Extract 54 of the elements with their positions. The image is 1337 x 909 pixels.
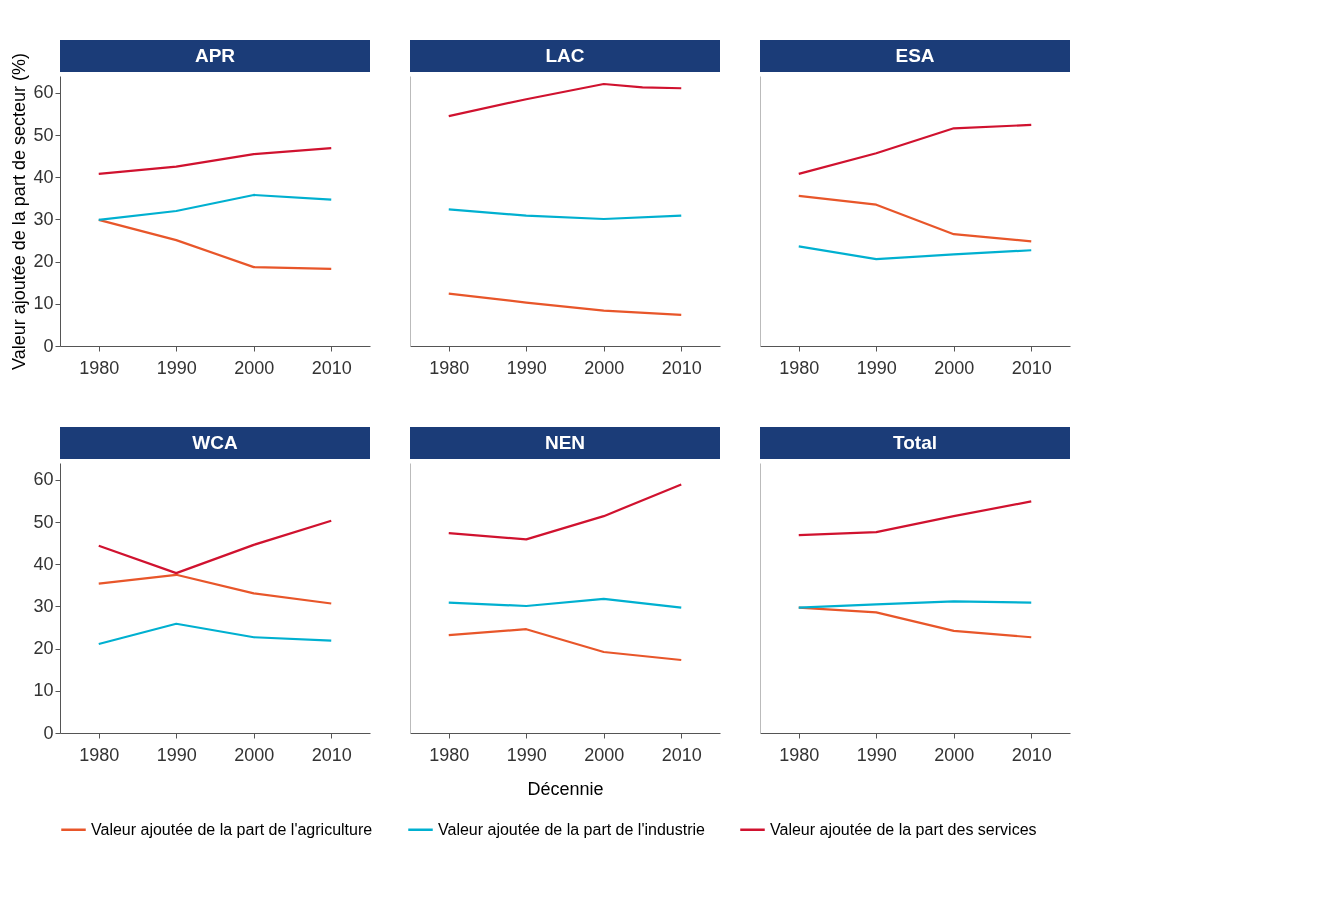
y-tick-label: 10	[33, 680, 54, 701]
y-tick-label: 40	[33, 553, 54, 574]
x-tick-label: 1990	[856, 357, 897, 378]
line-series	[97, 193, 333, 221]
x-tick-label: 1980	[779, 357, 820, 378]
chart-title: NEN	[544, 432, 586, 453]
line-series	[97, 147, 333, 175]
y-tick-label: 0	[43, 335, 54, 356]
x-tick-label: 1990	[506, 357, 547, 378]
chart-title: Total	[893, 432, 937, 453]
chart-title: WCA	[192, 432, 238, 453]
legend-label: Valeur ajoutée de la part de l'industrie	[438, 820, 706, 838]
legend-label: Valeur ajoutée de la part des services	[770, 820, 1037, 838]
y-tick-label: 0	[43, 722, 54, 743]
y-tick-label: 50	[33, 124, 54, 145]
x-tick-label: 1990	[856, 744, 897, 765]
legend-label: Valeur ajoutée de la part de l'agriculture	[91, 820, 373, 838]
x-tick-label: 2010	[1011, 357, 1052, 378]
x-tick-label: 2010	[661, 744, 702, 765]
x-tick-label: 2010	[1011, 744, 1052, 765]
y-tick-label: 40	[33, 166, 54, 187]
line-series	[97, 519, 333, 575]
x-tick-label: 1980	[429, 357, 470, 378]
x-tick-label: 2000	[934, 744, 975, 765]
x-tick-label: 1980	[429, 744, 470, 765]
x-tick-label: 1990	[156, 744, 197, 765]
x-tick-label: 2000	[934, 357, 975, 378]
x-tick-label: 2000	[234, 357, 275, 378]
y-tick-label: 20	[33, 638, 54, 659]
x-tick-label: 2000	[584, 357, 625, 378]
chart-title: ESA	[895, 45, 935, 66]
x-tick-label: 1990	[156, 357, 197, 378]
y-tick-label: 60	[33, 469, 54, 490]
x-tick-label: 2010	[661, 357, 702, 378]
y-axis-title: Valeur ajoutée de la part de secteur (%)	[9, 53, 30, 370]
x-tick-label: 2000	[584, 744, 625, 765]
chart-title: APR	[194, 45, 236, 66]
y-tick-label: 10	[33, 293, 54, 314]
x-tick-label: 1980	[79, 744, 120, 765]
x-tick-label: 1980	[779, 744, 820, 765]
line-series	[97, 622, 333, 646]
x-tick-label: 1980	[79, 357, 120, 378]
x-tick-label: 2000	[234, 744, 275, 765]
y-tick-label: 60	[33, 82, 54, 103]
x-tick-label: 1990	[506, 744, 547, 765]
y-tick-label: 30	[33, 595, 54, 616]
chart-title: LAC	[545, 45, 585, 66]
y-tick-label: 50	[33, 511, 54, 532]
y-tick-label: 30	[33, 208, 54, 229]
x-tick-label: 2010	[311, 357, 352, 378]
y-tick-label: 20	[33, 251, 54, 272]
line-series	[97, 573, 333, 605]
x-tick-label: 2010	[311, 744, 352, 765]
x-axis-title: Décennie	[527, 778, 604, 799]
